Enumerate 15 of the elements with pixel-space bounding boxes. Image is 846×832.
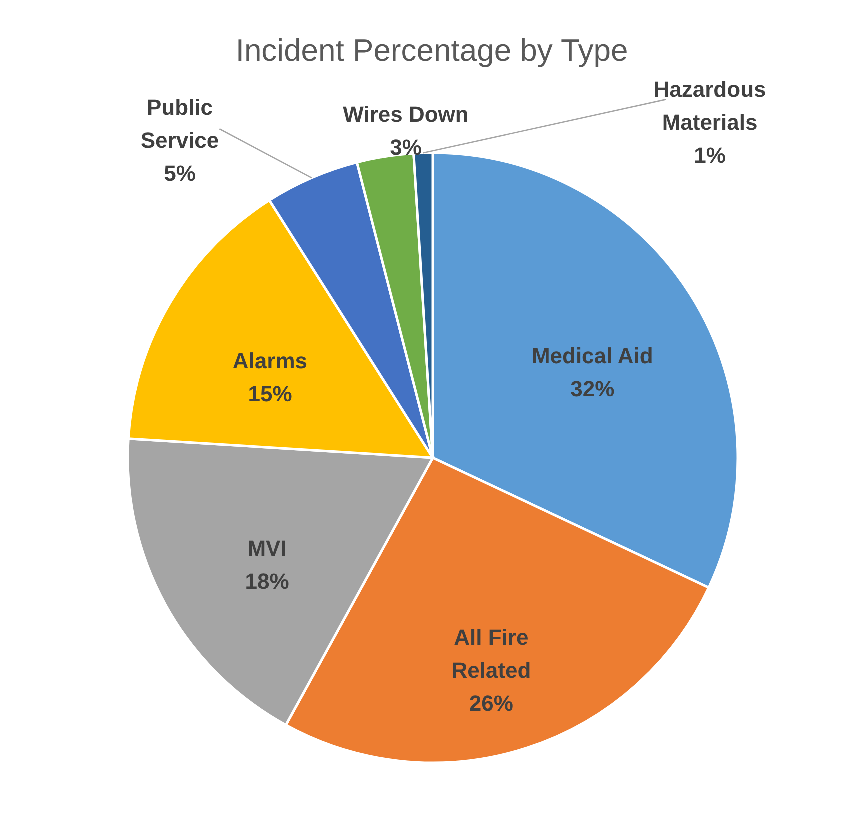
data-label: 1% <box>694 143 726 168</box>
data-label: 3% <box>390 135 422 160</box>
chart-title: Incident Percentage by Type <box>236 33 628 68</box>
data-label: 32% <box>570 376 615 402</box>
data-label: 26% <box>469 690 514 716</box>
slice-label: Medical Aid <box>532 344 654 369</box>
data-label: 18% <box>245 569 290 594</box>
slice-label: All Fire Related <box>452 624 532 683</box>
slice-label: Alarms <box>232 348 308 374</box>
data-label: 15% <box>248 382 292 407</box>
slice-label: MVI <box>248 536 287 562</box>
data-label: 5% <box>164 161 196 186</box>
slice-label: Public Service <box>140 95 220 153</box>
slice-label: Hazardous Materials <box>654 77 766 135</box>
slice-label: Wires Down <box>343 102 469 127</box>
